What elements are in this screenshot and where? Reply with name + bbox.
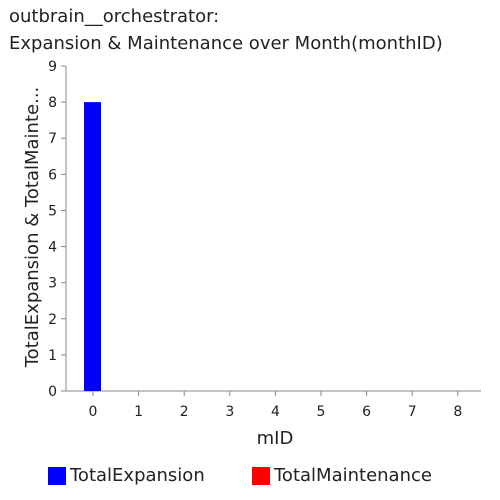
bar-totalexpansion-0: [84, 102, 101, 391]
x-tick-label: 0: [89, 404, 98, 420]
legend: TotalExpansion TotalMaintenance: [0, 465, 500, 489]
y-tick-label: 7: [48, 131, 57, 147]
x-tick-label: 8: [453, 404, 462, 420]
y-axis-label: TotalExpansion & TotalMainte...: [22, 87, 43, 369]
legend-label-total-maintenance: TotalMaintenance: [274, 465, 432, 486]
chart-title-line-1: outbrain__orchestrator:: [9, 6, 220, 27]
x-tick-label: 7: [408, 404, 417, 420]
x-tick-label: 5: [317, 404, 326, 420]
y-tick-label: 5: [48, 203, 57, 219]
x-tick-label: 3: [225, 404, 234, 420]
legend-item-total-maintenance: TotalMaintenance: [252, 465, 432, 487]
plot-area: 0 1 2 3 4 5 6 7 8 9 0 1 2 3 4 5 6 7 8: [48, 59, 481, 420]
y-tick-label: 8: [48, 95, 57, 111]
y-tick-label: 4: [48, 240, 57, 256]
y-tick-label: 0: [48, 384, 57, 400]
legend-label-total-expansion: TotalExpansion: [70, 465, 205, 486]
x-tick-label: 6: [362, 404, 371, 420]
x-tick-label: 2: [180, 404, 189, 420]
legend-swatch-total-expansion: [48, 467, 66, 485]
x-tick-label: 1: [134, 404, 143, 420]
x-tick-label: 4: [271, 404, 280, 420]
y-tick-label: 1: [48, 348, 57, 364]
x-axis-label: mID: [257, 428, 294, 449]
legend-swatch-total-maintenance: [252, 467, 270, 485]
y-tick-label: 2: [48, 312, 57, 328]
y-tick-label: 9: [48, 59, 57, 75]
legend-item-total-expansion: TotalExpansion: [48, 465, 205, 487]
chart-title-line-2: Expansion & Maintenance over Month(month…: [9, 33, 443, 54]
y-tick-label: 6: [48, 167, 57, 183]
y-tick-label: 3: [48, 276, 57, 292]
